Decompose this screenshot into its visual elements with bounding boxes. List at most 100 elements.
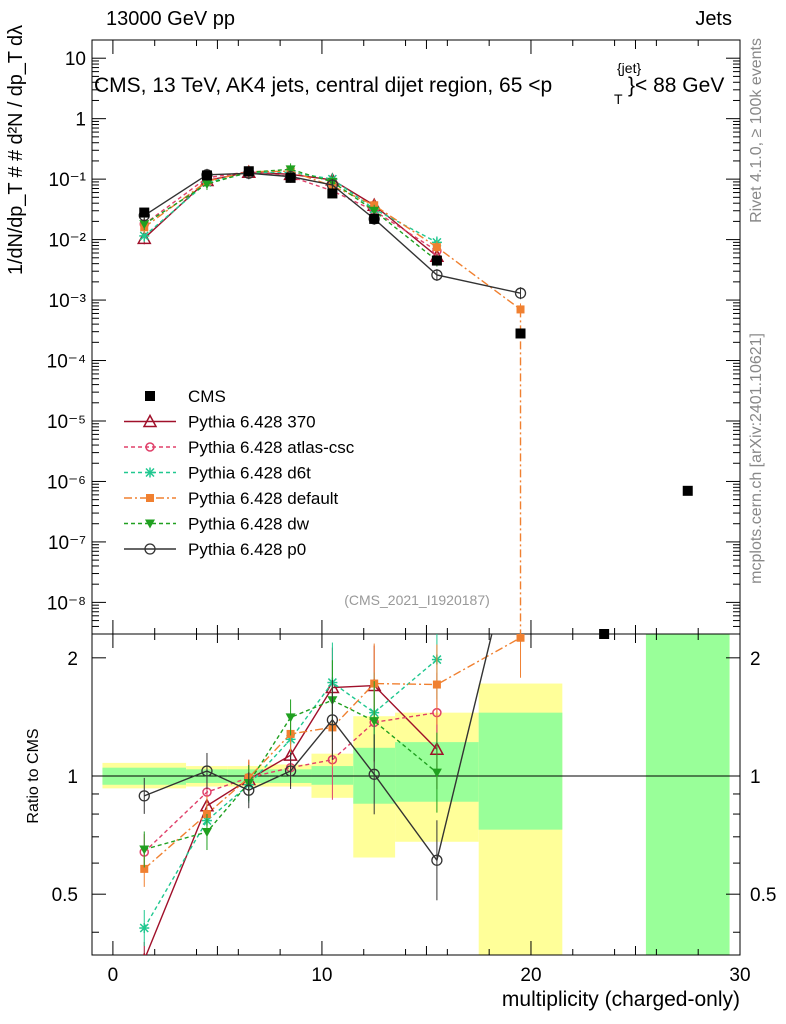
cms-data-point — [243, 166, 254, 177]
ratio-tick-label: 2 — [67, 649, 78, 670]
cms-data-point — [327, 188, 338, 199]
cms-data-point — [599, 629, 610, 639]
legend-marker-cms — [145, 391, 155, 401]
cms-data-point — [431, 255, 442, 266]
mcplots-credit: mcplots.cern.ch [arXiv:2401.10621] — [748, 333, 765, 584]
y-tick-label: 10⁻⁸ — [47, 593, 86, 614]
ratio-bands — [102, 634, 730, 955]
y-axis-main: 10⁻⁸ 10⁻⁷ 10⁻⁶ 10⁻⁵ 10⁻⁴ 10⁻³ 10⁻² 10⁻¹ 1 10 — [47, 39, 740, 635]
series-cms — [139, 166, 693, 639]
y-tick-label: 10 — [65, 49, 86, 70]
x-tick-label: 20 — [520, 965, 541, 986]
ratio-line — [143, 637, 521, 870]
legend-label: CMS — [188, 387, 226, 406]
ratio-tick-label: 0.5 — [52, 885, 78, 906]
legend-label: Pythia 6.428 atlas-csc — [188, 438, 355, 457]
ratio-point — [142, 952, 146, 955]
chart-title: CMS, 13 TeV, AK4 jets, central dijet reg… — [94, 60, 724, 107]
ratio-panel-series — [138, 634, 525, 955]
data-point — [514, 287, 527, 299]
legend-marker — [142, 413, 158, 428]
y-tick-label: 1 — [75, 110, 86, 131]
band-green — [645, 634, 730, 955]
ratio-pythia-6-428-p0 — [138, 634, 493, 901]
y-tick-label: 10⁻⁶ — [47, 472, 86, 493]
series-line — [143, 170, 438, 252]
legend-marker — [145, 442, 155, 452]
data-point — [369, 206, 380, 216]
x-tick-label: 10 — [311, 965, 332, 986]
data-point — [201, 180, 212, 190]
ratio-point — [285, 713, 296, 723]
ratio-point — [139, 923, 150, 934]
ratio-tick-label: 0.5 — [750, 885, 776, 906]
ratio-point — [431, 768, 442, 778]
legend-label: Pythia 6.428 dw — [188, 515, 310, 534]
title-sub: T — [614, 91, 623, 107]
ratio-point — [431, 854, 443, 866]
ratio-point — [243, 784, 255, 796]
ratio-point — [201, 828, 212, 838]
y-tick-label: 10⁻⁷ — [48, 533, 86, 554]
x-tick-label: 0 — [108, 965, 119, 986]
legend: CMS Pythia 6.428 370 Pythia 6.428 atlas-cs… — [124, 387, 355, 559]
legend-label: Pythia 6.428 d6t — [188, 464, 311, 483]
title-main: CMS, 13 TeV, AK4 jets, central dijet reg… — [94, 74, 552, 97]
band-green — [478, 712, 563, 830]
title-sup: {jet} — [617, 60, 641, 76]
y-axis-ratio: 0.5 0.5 1 1 2 2 Ratio to CMS — [25, 649, 776, 933]
series-line — [143, 170, 521, 310]
legend-label: Pythia 6.428 default — [188, 489, 339, 508]
data-point — [432, 243, 441, 252]
data-point — [285, 165, 296, 175]
series-pythia-6-428-p0 — [138, 167, 527, 300]
legend-marker — [144, 543, 156, 555]
analysis-id: (CMS_2021_I1920187) — [344, 592, 490, 608]
cms-data-point — [139, 207, 150, 218]
ratio-tick-label: 1 — [67, 767, 78, 788]
ratio-point — [432, 680, 441, 689]
cms-data-point — [285, 172, 296, 183]
y-tick-label: 10⁻⁵ — [47, 412, 86, 433]
ratio-line — [143, 634, 493, 862]
legend-marker — [146, 494, 154, 502]
ratio-point — [516, 634, 525, 642]
legend-marker — [145, 519, 155, 529]
cms-data-point — [682, 485, 693, 496]
header-left: 13000 GeV pp — [106, 8, 235, 30]
y-tick-label: 10⁻³ — [49, 291, 87, 312]
legend-label: Pythia 6.428 370 — [188, 413, 316, 432]
data-point — [431, 269, 443, 281]
data-point — [136, 230, 152, 245]
series-line — [143, 168, 438, 262]
legend-marker — [145, 467, 155, 478]
ratio-tick-label: 1 — [750, 767, 761, 788]
ratio-point — [284, 765, 297, 777]
y-tick-label: 10⁻¹ — [49, 170, 87, 191]
y-tick-label: 10⁻⁴ — [47, 352, 86, 373]
ratio-point — [368, 768, 380, 780]
y-tick-label: 10⁻² — [49, 231, 87, 252]
ratio-point — [369, 717, 380, 727]
ratio-point — [201, 765, 213, 777]
title-end: }< 88 GeV — [628, 74, 724, 97]
header-right: Jets — [695, 8, 732, 30]
cms-data-point — [201, 170, 212, 181]
ratio-point — [326, 714, 339, 726]
data-point — [139, 220, 150, 230]
ratio-tick-label: 2 — [750, 649, 761, 670]
series-line — [143, 172, 521, 294]
ratio-point — [138, 790, 150, 802]
x-tick-label: 30 — [729, 965, 750, 986]
rivet-version: Rivet 4.1.0, ≥ 100k events — [748, 38, 765, 223]
y-axis-label: 1/dN/dp_T # # d²N / dp_T dλ — [5, 25, 27, 275]
x-axis-label: multiplicity (charged-only) — [502, 988, 740, 1011]
ratio-axis-label: Ratio to CMS — [25, 728, 42, 823]
legend-label: Pythia 6.428 p0 — [188, 540, 306, 559]
ratio-frame — [91, 633, 741, 956]
ratio-point — [140, 864, 149, 873]
ratio-pythia-6-428-dw — [139, 660, 442, 868]
series-line — [143, 171, 438, 257]
